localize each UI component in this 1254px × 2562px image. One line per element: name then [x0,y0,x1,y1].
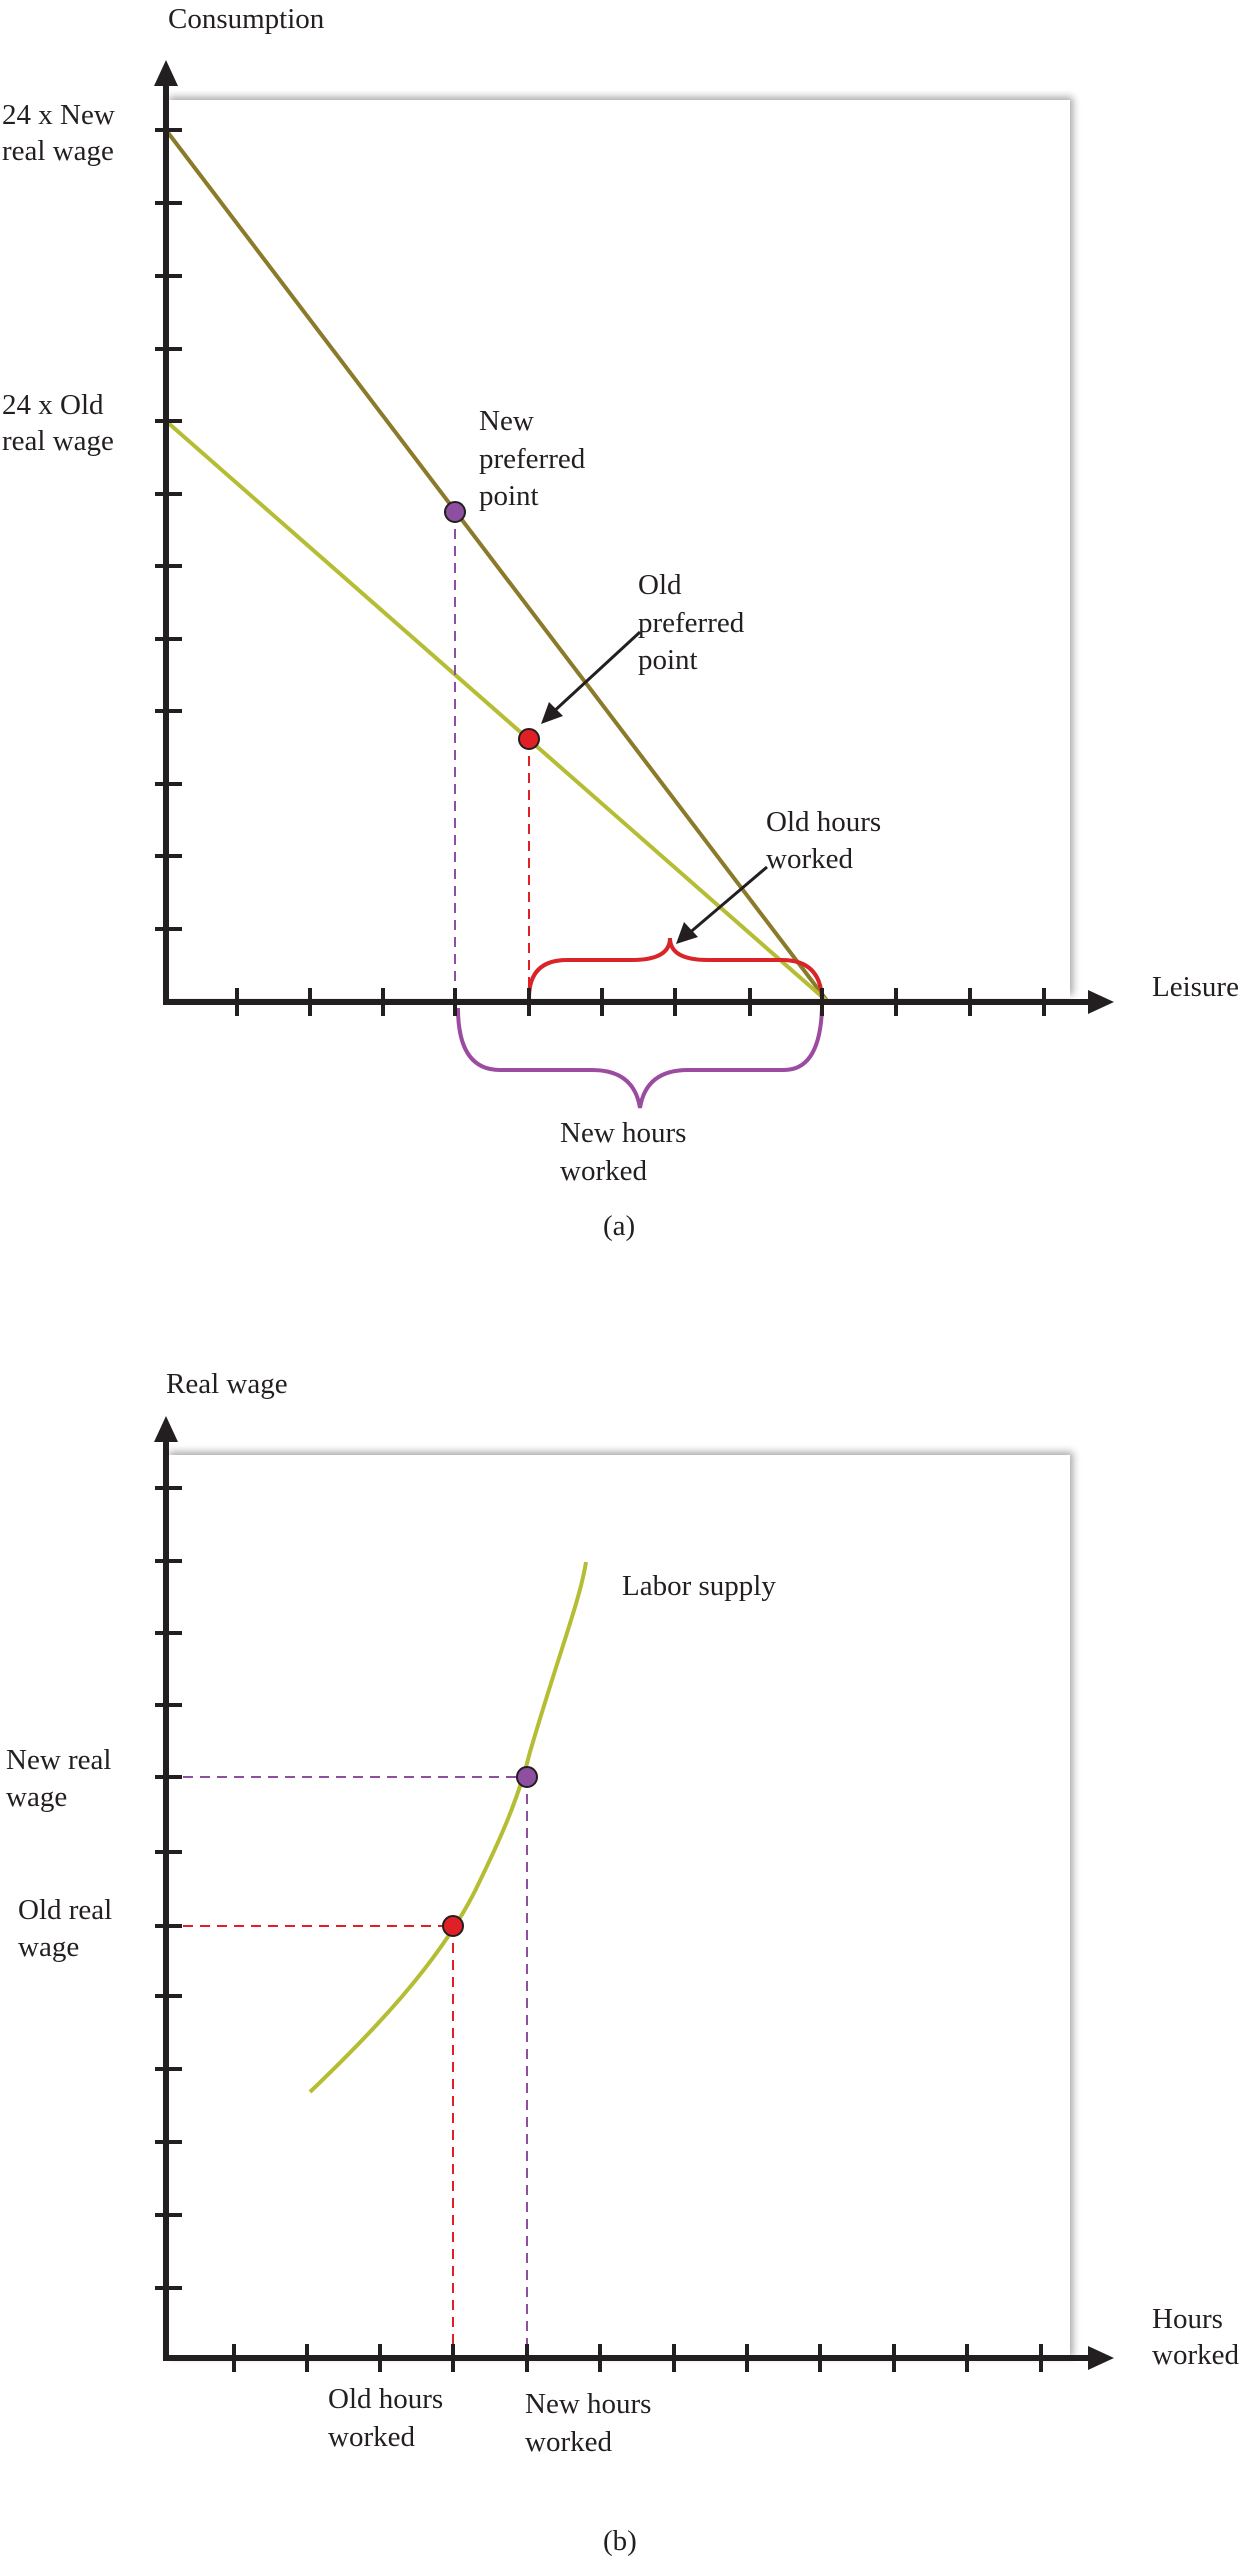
labor-supply-label: Labor supply [622,1570,776,1602]
x-ticks-a [235,988,1046,1016]
x-axis-b-arrowhead [1088,2346,1114,2370]
labor-supply-curve [308,1561,588,2094]
old-wage-point [442,1915,464,1937]
new-wage-label-line1: New real [6,1744,111,1776]
old-preferred-point [518,728,540,750]
y-label-old-wage-line1: 24 x Old [2,389,104,421]
new-point-label-line2: preferred [479,443,586,475]
old-hours-arrowhead [676,922,698,944]
old-point-arrowhead [541,702,563,724]
old-wage-label-line2: wage [18,1931,79,1963]
new-hours-brace [456,1007,824,1109]
x-axis-label-b-line1: Hours [1152,2303,1223,2335]
new-wage-point [516,1766,538,1788]
old-wage-label-line1: Old real [18,1894,112,1926]
y-axis-b-arrowhead [154,1416,178,1442]
old-point-label-line1: Old [638,569,682,601]
new-point-label-line1: New [479,405,534,437]
y-ticks-b [155,1486,182,2290]
new-budget-line [164,128,830,1004]
x-axis-label-a: Leisure [1152,971,1239,1003]
old-hours-label-line1: Old hours [766,806,881,838]
x-axis-a-arrowhead [1088,990,1114,1014]
panel-a: Consumption Leisure 24 x New real wage 2… [2,3,1239,1242]
old-hours-arrow [686,865,768,937]
panel-b: Real wage Hours worked Labor supply New … [6,1368,1239,2557]
old-budget-line [164,419,830,1004]
new-point-label-line3: point [479,480,539,512]
y-axis-label-b: Real wage [166,1368,288,1400]
y-ticks-a [155,128,182,931]
new-preferred-point [444,501,466,523]
old-hours-label-b-line2: worked [328,2421,415,2453]
y-axis-label-a: Consumption [168,3,325,35]
plot-area-b [166,1455,1070,2360]
y-label-old-wage-line2: real wage [2,425,114,457]
y-label-new-wage-line1: 24 x New [2,99,115,131]
x-axis-label-b-line2: worked [1152,2339,1239,2371]
old-hours-brace [527,937,824,999]
x-ticks-b [232,2344,1043,2372]
new-hours-label-line1: New hours [560,1117,686,1149]
panel-a-caption: (a) [603,1210,635,1242]
plot-area-a [166,100,1070,998]
old-point-label-line2: preferred [638,607,745,639]
old-hours-label-line2: worked [766,843,853,875]
old-point-label-line3: point [638,644,698,676]
y-axis-a-arrowhead [154,60,178,86]
old-point-arrow [549,630,642,716]
new-hours-label-b-line1: New hours [525,2388,651,2420]
new-hours-label-b-line2: worked [525,2426,612,2458]
new-wage-label-line2: wage [6,1781,67,1813]
panel-b-caption: (b) [603,2525,637,2557]
new-hours-label-line2: worked [560,1155,647,1187]
y-label-new-wage-line2: real wage [2,135,114,167]
old-hours-label-b-line1: Old hours [328,2383,443,2415]
